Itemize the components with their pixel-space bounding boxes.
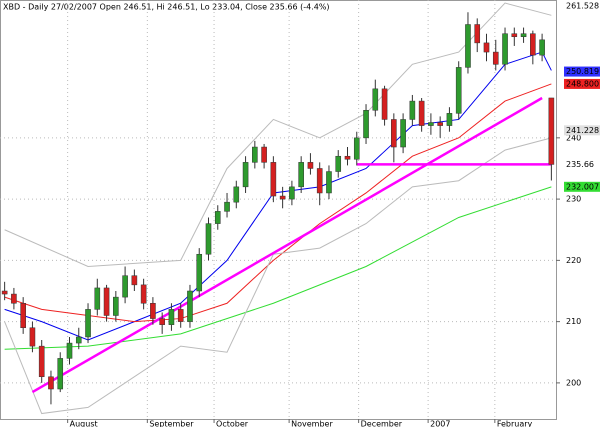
x-tick-label: February xyxy=(497,420,533,428)
candle-body xyxy=(177,309,184,322)
price-label: 250.819 xyxy=(566,67,599,76)
x-tick-label: November xyxy=(291,420,333,428)
candle-body xyxy=(409,100,416,120)
candle-body xyxy=(363,110,369,139)
x-tick-label: 2007 xyxy=(430,420,450,428)
candle-body xyxy=(196,253,203,292)
candle-body xyxy=(502,33,508,65)
candle-body xyxy=(75,336,82,344)
overlay-line xyxy=(4,186,552,350)
candle-body xyxy=(131,275,138,286)
candle-body xyxy=(57,358,64,390)
candle-body xyxy=(307,162,314,169)
y-tick-label: 240 xyxy=(566,133,581,142)
candle-body xyxy=(279,195,286,200)
price-label: 248.800 xyxy=(566,79,599,88)
candle-body xyxy=(418,100,425,126)
candle-body xyxy=(224,201,230,212)
candle-body xyxy=(335,155,342,172)
overlay-line xyxy=(4,51,552,341)
candle-body xyxy=(233,186,240,203)
x-tick-label: September xyxy=(149,420,194,428)
candle-body xyxy=(261,146,267,163)
overlay-line xyxy=(4,2,552,267)
chart-title: XBD - Daily 27/02/2007 Open 246.51, Hi 2… xyxy=(3,3,330,12)
candle-body xyxy=(205,223,212,255)
candle-body xyxy=(103,287,110,316)
candle-body xyxy=(20,302,26,329)
candle-body xyxy=(270,162,277,197)
price-label: 235.66 xyxy=(566,160,594,169)
candle-body xyxy=(242,162,249,188)
candle-body xyxy=(48,376,54,390)
candle-body xyxy=(446,113,453,126)
candle-body xyxy=(474,24,481,44)
candle-body xyxy=(94,287,101,310)
candle-body xyxy=(344,155,351,160)
candle-body xyxy=(548,97,555,165)
candle-body xyxy=(437,122,443,126)
candle-body xyxy=(326,171,332,194)
plot-frame xyxy=(0,0,557,420)
candle-body xyxy=(38,345,45,378)
candle-body xyxy=(353,137,360,160)
price-label-box xyxy=(564,78,600,89)
candle-body xyxy=(113,296,119,316)
price-label-box xyxy=(564,125,600,136)
candle-body xyxy=(289,186,295,200)
y-tick-label: 210 xyxy=(566,317,581,326)
price-label: 261.528 xyxy=(566,1,599,10)
x-tick-label: October xyxy=(216,420,249,428)
price-label-box xyxy=(564,159,600,170)
candle-body xyxy=(465,24,471,68)
candle-body xyxy=(483,42,490,53)
x-tick-label: August xyxy=(70,420,98,428)
overlay-line xyxy=(4,137,552,415)
candle-body xyxy=(122,275,128,298)
candle-body xyxy=(316,168,323,194)
price-label-box xyxy=(564,66,600,77)
price-label: 232.007 xyxy=(566,182,599,191)
candle-body xyxy=(400,119,406,148)
candle-body xyxy=(29,327,36,347)
candle-body xyxy=(520,33,527,38)
candle-body xyxy=(455,67,462,114)
candle-body xyxy=(391,119,397,148)
candle-body xyxy=(214,211,221,224)
y-tick-label: 200 xyxy=(566,378,581,387)
price-label: 241.228 xyxy=(566,126,599,135)
candle-body xyxy=(530,33,536,56)
candle-body xyxy=(187,290,193,322)
candle-body xyxy=(1,290,8,295)
candle-body xyxy=(140,284,147,304)
x-tick-label: December xyxy=(361,420,403,428)
candle-body xyxy=(511,33,518,38)
candle-body xyxy=(381,88,388,120)
candle-body xyxy=(85,309,91,338)
candle-body xyxy=(298,162,304,188)
candle-body xyxy=(150,302,156,319)
price-label-box xyxy=(564,181,600,192)
candle-body xyxy=(539,39,545,56)
candle-body xyxy=(66,342,73,359)
candle-body xyxy=(11,293,17,304)
overlay-line xyxy=(31,96,543,394)
candle-body xyxy=(428,122,434,126)
candle-body xyxy=(492,51,499,65)
y-tick-label: 220 xyxy=(566,256,581,265)
candle-body xyxy=(252,146,258,163)
candle-body xyxy=(159,318,165,325)
y-tick-label: 230 xyxy=(566,195,581,204)
candle-body xyxy=(168,309,175,325)
price-label-box xyxy=(564,0,600,11)
candle-body xyxy=(372,88,379,111)
